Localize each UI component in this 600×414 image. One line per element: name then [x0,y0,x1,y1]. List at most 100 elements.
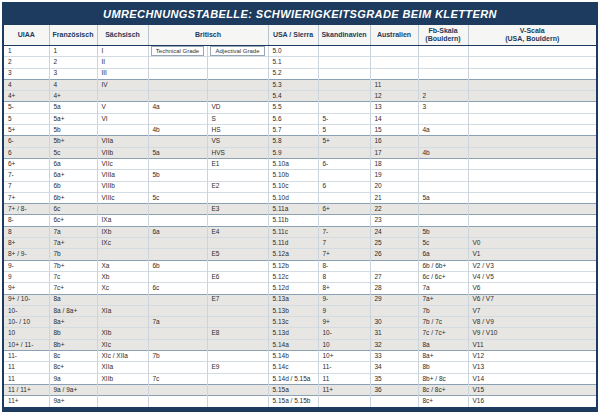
cell-brit-adj: E2 [207,181,268,192]
cell-v: V11 [468,339,596,350]
cell-aus: 18 [370,158,418,169]
cell-uiaa: 5 [4,113,49,124]
cell-aus: 11 [370,79,418,90]
cell-uiaa: 5- [4,102,49,113]
cell-brit-tech [148,57,207,68]
cell-french: 5b [49,125,97,136]
grade-row: 9+7c+Xc6c5.12d8+287aV6 [4,283,596,294]
cell-brit-tech [148,204,207,215]
cell-uiaa: 9+ [4,283,49,294]
cell-brit-adj: Adjectival Grade [207,46,268,57]
cell-brit-tech [148,79,207,90]
cell-brit-tech [148,384,207,395]
cell-aus: 31 [370,328,418,339]
cell-fb [418,170,468,181]
cell-french: 7c+ [49,283,97,294]
cell-aus: 19 [370,170,418,181]
cell-uiaa: 5+ [4,125,49,136]
cell-french: 5b+ [49,136,97,147]
grade-row: 11+ / 12-9b5.15b9aV17 [4,407,596,412]
british-subheader-label: Adjectival Grade [210,46,264,56]
cell-fb [418,136,468,147]
cell-brit-adj: HVS [207,147,268,158]
cell-aus: 36 [370,384,418,395]
cell-saxon: IXb [97,226,148,237]
cell-fb: 8a+ [418,351,468,362]
cell-v: V7 [468,305,596,316]
cell-french: 6b [49,181,97,192]
cell-fb: 7a+ [418,294,468,305]
cell-uiaa: 8- [4,215,49,226]
cell-french: 4+ [49,91,97,102]
cell-usa: 5.13a [268,294,318,305]
cell-french: 7a+ [49,238,97,249]
cell-saxon: XIIb [97,373,148,384]
cell-brit-tech: 4a [148,102,207,113]
cell-brit-adj [207,351,268,362]
cell-brit-adj: E8 [207,328,268,339]
cell-uiaa: 11+ [4,396,49,407]
cell-saxon: V [97,102,148,113]
cell-brit-tech [148,158,207,169]
cell-usa: 5.12a [268,249,318,260]
cell-saxon [97,384,148,395]
grade-row: 8+ / 9-7bE55.12a7+266aV1 [4,249,596,260]
cell-french: 7b [49,249,97,260]
cell-french: 6c [49,204,97,215]
grade-row: 118c+XIIaE95.14c11-348bV13 [4,362,596,373]
cell-usa: 5.2 [268,68,318,79]
cell-aus: 13 [370,102,418,113]
cell-aus [370,46,418,57]
cell-saxon: VIIIc [97,192,148,203]
cell-fb [418,215,468,226]
grade-row: 119aXIIb7c5.14d / 5.15a11358b+ / 8cV14 [4,373,596,384]
cell-uiaa: 3 [4,68,49,79]
cell-v [468,91,596,102]
cell-saxon [97,294,148,305]
cell-fb: 6b / 6b+ [418,260,468,271]
cell-v: V1 [468,249,596,260]
cell-uiaa: 7- [4,170,49,181]
cell-v: V17 [468,407,596,412]
grade-row: 44IV5.311 [4,79,596,90]
cell-french: 8b+ [49,339,97,350]
cell-brit-adj [207,215,268,226]
cell-aus: 29 [370,294,418,305]
british-subheader-label: Technical Grade [151,46,204,56]
grade-row: 33III5.2 [4,68,596,79]
cell-scand [318,102,370,113]
grade-row: 7+6b+VIIIc5c5.10d215a [4,192,596,203]
cell-fb: 8c+ [418,396,468,407]
cell-uiaa: 11 [4,362,49,373]
cell-usa: 5.13c [268,317,318,328]
cell-brit-tech: 6a [148,226,207,237]
cell-usa: 5.4 [268,91,318,102]
cell-usa: 5.15b [268,407,318,412]
cell-brit-adj [207,317,268,328]
cell-v [468,79,596,90]
cell-brit-tech: 4b [148,125,207,136]
grade-row: 10-8a / 8a+XIa5.13b97bV7 [4,305,596,316]
cell-aus: 17 [370,147,418,158]
cell-french: 8c+ [49,362,97,373]
cell-french: 8a [49,294,97,305]
cell-fb: 7b / 7c [418,317,468,328]
cell-usa: 5.12c [268,271,318,282]
cell-scand [318,407,370,412]
cell-usa: 5.5 [268,102,318,113]
column-header-scand: Skandinavien [318,25,370,46]
cell-brit-tech [148,294,207,305]
cell-uiaa: 10- / 10 [4,317,49,328]
cell-saxon: VIIIb [97,181,148,192]
cell-scand: 9- [318,294,370,305]
cell-usa: 5.9 [268,147,318,158]
grade-row: 87aIXb6aE45.11c7-245b [4,226,596,237]
cell-brit-adj [207,396,268,407]
cell-usa: 5.11d [268,238,318,249]
cell-aus: 24 [370,226,418,237]
cell-brit-tech: 7a [148,317,207,328]
cell-uiaa: 6 [4,147,49,158]
cell-saxon [97,249,148,260]
cell-usa: 5.14a [268,339,318,350]
grades-table: UIAAFranzösischSächsischBritischUSA / Si… [4,25,596,412]
